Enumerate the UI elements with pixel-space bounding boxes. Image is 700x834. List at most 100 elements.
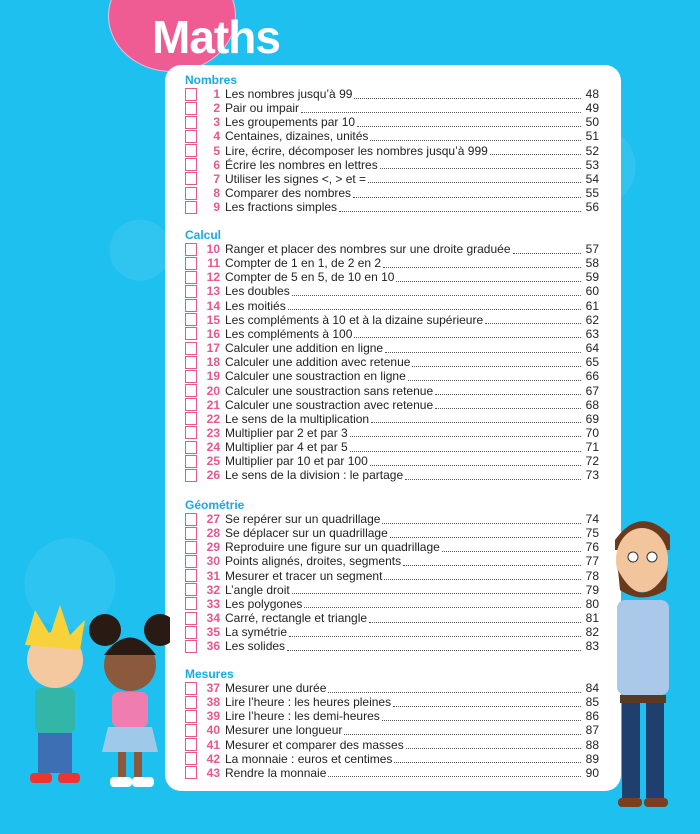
- dot-leader: [344, 726, 581, 735]
- lesson-number: 10: [206, 242, 220, 256]
- checkbox[interactable]: [185, 526, 197, 540]
- lesson-title: Les solides: [225, 639, 286, 654]
- toc-item: 3 Les groupements par 10 50: [185, 115, 599, 129]
- checkbox[interactable]: [185, 597, 197, 611]
- checkbox[interactable]: [185, 87, 197, 101]
- toc-item: 32 L’angle droit 79: [185, 583, 599, 597]
- lesson-title: Centaines, dizaines, unités: [225, 129, 369, 144]
- lesson-number: 34: [206, 611, 220, 626]
- page-number: 57: [585, 242, 599, 256]
- checkbox[interactable]: [185, 341, 197, 355]
- checkbox[interactable]: [185, 766, 197, 780]
- page-number: 72: [585, 454, 599, 469]
- page-number: 81: [585, 611, 599, 626]
- lesson-number: 9: [213, 200, 220, 215]
- toc-item: 25 Multiplier par 10 et par 100 72: [185, 454, 599, 468]
- lesson-title: Comparer des nombres: [225, 186, 352, 201]
- lesson-title: Le sens de la division : le partage: [225, 468, 404, 483]
- toc-item: 43 Rendre la monnaie 90: [185, 766, 599, 780]
- lesson-title: Utiliser les signes <, > et =: [225, 171, 367, 186]
- checkbox[interactable]: [185, 144, 197, 158]
- lesson-number: 32: [206, 582, 220, 597]
- checkbox[interactable]: [185, 398, 197, 412]
- lesson-title: Points alignés, droites, segments: [225, 554, 402, 569]
- section-heading: Géométrie: [185, 498, 245, 512]
- checkbox[interactable]: [185, 101, 197, 115]
- checkbox[interactable]: [185, 468, 197, 482]
- toc-item: 29 Reproduire une figure sur un quadrilla…: [185, 540, 599, 554]
- lesson-title: L’angle droit: [225, 582, 290, 597]
- checkbox[interactable]: [185, 412, 197, 426]
- checkbox[interactable]: [185, 355, 197, 369]
- checkbox[interactable]: [185, 540, 197, 554]
- lesson-number: 8: [213, 186, 220, 201]
- dot-leader: [289, 628, 581, 637]
- checkbox[interactable]: [185, 327, 197, 341]
- checkbox[interactable]: [185, 454, 197, 468]
- lesson-title: Ranger et placer des nombres sur une dro…: [225, 242, 511, 256]
- checkbox[interactable]: [185, 242, 197, 256]
- checkbox[interactable]: [185, 115, 197, 129]
- dot-leader: [379, 160, 581, 170]
- checkbox[interactable]: [185, 256, 197, 270]
- checkbox[interactable]: [185, 158, 197, 172]
- toc-item: 17 Calculer une addition en ligne 64: [185, 341, 599, 355]
- checkbox[interactable]: [185, 723, 197, 737]
- page-title: Maths: [152, 11, 281, 63]
- checkbox[interactable]: [185, 625, 197, 639]
- checkbox[interactable]: [185, 583, 197, 597]
- dot-leader: [383, 259, 581, 268]
- toc-item: 8 Comparer des nombres 55: [185, 186, 599, 200]
- checkbox[interactable]: [185, 284, 197, 298]
- checkbox[interactable]: [185, 569, 197, 583]
- checkbox[interactable]: [185, 681, 197, 695]
- checkbox[interactable]: [185, 611, 197, 625]
- checkbox[interactable]: [185, 270, 197, 284]
- checkbox[interactable]: [185, 752, 197, 766]
- checkbox[interactable]: [185, 738, 197, 752]
- checkbox[interactable]: [185, 299, 197, 313]
- toc-item: 37 Mesurer une durée 84: [185, 681, 599, 695]
- dot-leader: [396, 273, 581, 282]
- lesson-number: 30: [206, 554, 220, 569]
- lesson-number: 37: [206, 681, 220, 695]
- dot-leader: [354, 329, 581, 339]
- checkbox[interactable]: [185, 200, 197, 214]
- lesson-title: Calculer une addition en ligne: [225, 341, 384, 356]
- checkbox[interactable]: [185, 172, 197, 186]
- checkbox[interactable]: [185, 129, 197, 143]
- toc-item: 19 Calculer une soustraction en ligne 66: [185, 369, 599, 383]
- checkbox[interactable]: [185, 313, 197, 327]
- page-number: 79: [585, 582, 599, 597]
- checkbox[interactable]: [185, 440, 197, 454]
- dot-leader: [354, 90, 581, 99]
- lesson-title: Les compléments à 10 et à la dizaine sup…: [225, 312, 484, 327]
- page-number: 70: [585, 425, 599, 440]
- dot-leader: [485, 315, 581, 325]
- lesson-number: 12: [206, 270, 220, 285]
- toc-item: 41 Mesurer et comparer des masses 88: [185, 738, 599, 752]
- checkbox[interactable]: [185, 639, 197, 653]
- page-number: 83: [585, 639, 599, 654]
- checkbox[interactable]: [185, 369, 197, 383]
- toc-item: 18 Calculer une addition avec retenue 65: [185, 355, 599, 369]
- checkbox[interactable]: [185, 186, 197, 200]
- checkbox[interactable]: [185, 695, 197, 709]
- checkbox[interactable]: [185, 426, 197, 440]
- toc-item: 21 Calculer une soustraction avec retenue…: [185, 398, 599, 412]
- toc-item: 24 Multiplier par 4 et par 5 71: [185, 440, 599, 454]
- checkbox[interactable]: [185, 512, 197, 526]
- checkbox[interactable]: [185, 554, 197, 568]
- lesson-title: Compter de 1 en 1, de 2 en 2: [225, 256, 382, 271]
- dot-leader: [512, 245, 581, 254]
- toc-item: 31 Mesurer et tracer un segment 78: [185, 569, 599, 583]
- toc-item: 11 Compter de 1 en 1, de 2 en 2 58: [185, 256, 599, 270]
- checkbox[interactable]: [185, 384, 197, 397]
- lesson-title: Multiplier par 2 et par 3: [225, 425, 348, 440]
- lesson-number: 13: [206, 284, 220, 299]
- checkbox[interactable]: [185, 709, 197, 723]
- dot-leader: [369, 457, 581, 466]
- dot-leader: [394, 754, 581, 764]
- toc-item: 30 Points alignés, droites, segments 77: [185, 554, 599, 568]
- page-number: 56: [585, 200, 599, 215]
